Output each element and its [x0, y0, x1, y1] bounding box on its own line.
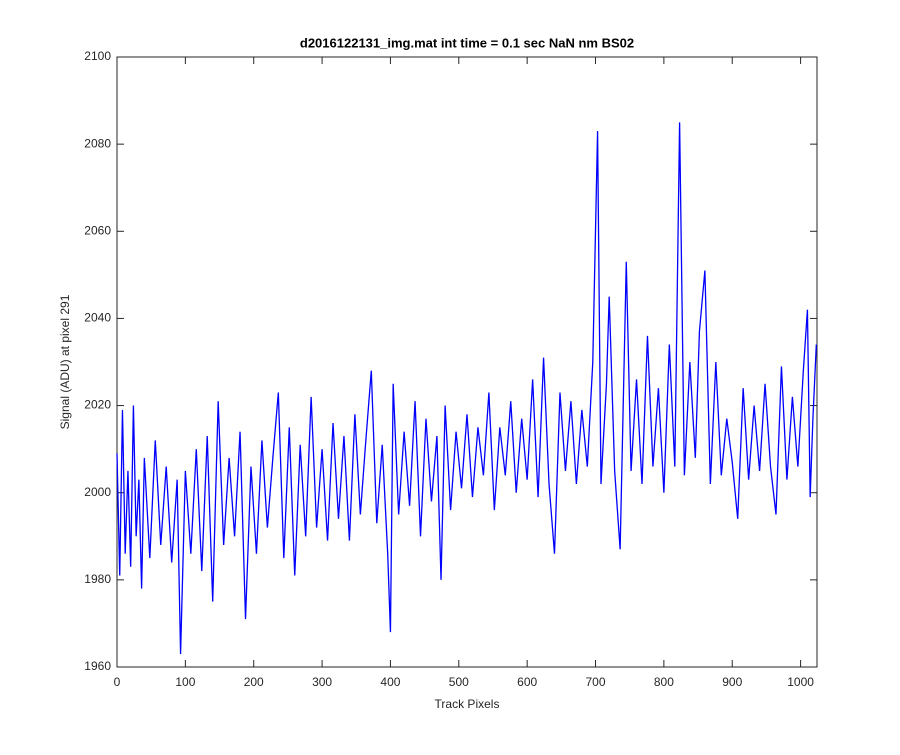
- x-axis-label: Track Pixels: [435, 697, 500, 711]
- y-tick-label: 1960: [84, 659, 111, 673]
- y-tick-label: 2060: [84, 223, 111, 237]
- x-tick-label: 500: [449, 675, 469, 689]
- y-tick-label: 2080: [84, 136, 111, 150]
- y-tick-label: 1980: [84, 572, 111, 586]
- x-tick-label: 200: [244, 675, 264, 689]
- x-tick-label: 900: [722, 675, 742, 689]
- x-tick-label: 100: [175, 675, 195, 689]
- x-tick-label: 600: [517, 675, 537, 689]
- data-line: [116, 122, 817, 654]
- y-axis-label: Signal (ADU) at pixel 291: [58, 294, 72, 429]
- x-tick-label: 0: [114, 675, 121, 689]
- y-tick-label: 2100: [84, 49, 111, 63]
- y-tick-label: 2000: [84, 485, 111, 499]
- x-tick-label: 700: [586, 675, 606, 689]
- axes-box: [116, 56, 818, 668]
- x-tick-label: 300: [312, 675, 332, 689]
- x-tick-label: 400: [380, 675, 400, 689]
- x-tick-label: 800: [654, 675, 674, 689]
- x-tick-label: 1000: [787, 675, 814, 689]
- y-tick-label: 2020: [84, 398, 111, 412]
- y-tick-label: 2040: [84, 311, 111, 325]
- chart-title: d2016122131_img.mat int time = 0.1 sec N…: [300, 35, 634, 50]
